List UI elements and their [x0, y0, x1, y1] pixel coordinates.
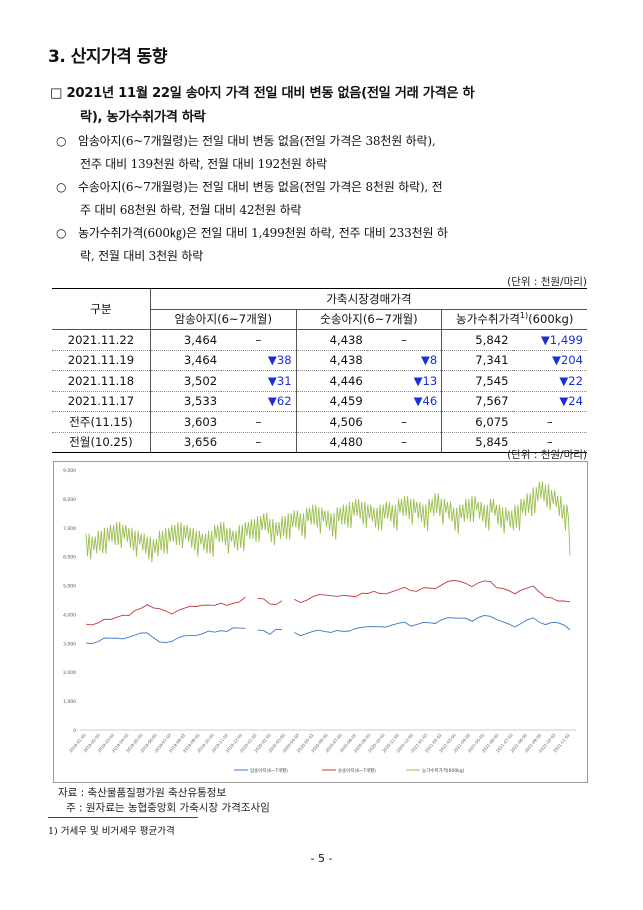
y-tick-label: 5,000 [63, 584, 76, 590]
female-price: 3,502 [149, 370, 222, 391]
female-change: – [221, 411, 297, 432]
chart-unit-label: (단위 : 천원/마리) [507, 449, 587, 461]
legend-label: 숫송아지(6~7개월) [338, 767, 376, 774]
farm-change: ▼1,499 [512, 329, 587, 350]
y-tick-label: 3,000 [63, 641, 76, 647]
series-female-line [85, 615, 571, 645]
headline-text-1: 2021년 11월 22일 송아지 가격 전일 대비 변동 없음(전일 거래 가… [66, 86, 475, 101]
row-date: 2021.11.17 [52, 390, 151, 412]
y-tick-label: 2,000 [63, 670, 76, 676]
headline-text-2: 락), 농가수취가격 하락 [80, 110, 206, 125]
farm-change: – [512, 431, 587, 453]
female-price: 3,464 [149, 349, 222, 371]
table-row: 2021.11.19 3,464 ▼38 4,438 ▼8 7,341 ▼204 [52, 349, 587, 371]
footnote: 1) 거세우 및 비거세우 평균가격 [48, 826, 175, 837]
chart-svg: 0 1,000 2,000 3,000 4,000 5,000 6,000 7,000 8,00… [63, 468, 576, 774]
bullet-marker: ○ [56, 134, 67, 148]
male-price: 4,480 [295, 431, 367, 453]
header-female: 암송아지(6~7개월) [149, 308, 297, 330]
male-price: 4,438 [295, 349, 367, 371]
series-male-line [85, 580, 571, 626]
row-date: 전월(10.25) [52, 431, 151, 453]
headline-marker: □ [50, 86, 63, 101]
female-price: 3,656 [149, 431, 222, 453]
male-price: 4,446 [295, 370, 367, 391]
price-table: 구분 가축시장경매가격 암송아지(6~7개월) 숫송아지(6~7개월) 농가수취… [52, 288, 587, 453]
farm-change: ▼22 [512, 370, 587, 391]
farm-price: 7,545 [441, 370, 513, 391]
bullet-male: ○ 수송아지(6~7개월령)는 전일 대비 변동 없음(전일 가격은 8천원 하락… [56, 178, 596, 195]
farm-price: 5,842 [441, 329, 513, 350]
row-date: 2021.11.19 [52, 349, 151, 371]
female-change: ▼31 [221, 370, 297, 391]
female-price: 3,533 [149, 390, 222, 412]
table-row: 2021.11.18 3,502 ▼31 4,446 ▼13 7,545 ▼22 [52, 370, 587, 391]
section-title: 3. 산지가격 동향 [48, 47, 167, 67]
farm-price: 7,567 [441, 390, 513, 412]
bullet-marker: ○ [56, 180, 67, 194]
bullet-continuation: 주 대비 68천원 하락, 전월 대비 42천원 하락 [80, 203, 302, 217]
farm-price: 6,075 [441, 411, 513, 432]
bullet-female: ○ 암송아지(6~7개월령)는 전일 대비 변동 없음(전일 가격은 38천원 하… [56, 132, 596, 149]
raw-data-note: 주 : 원자료는 농협중앙회 가축시장 가격조사임 [66, 802, 270, 814]
male-change: – [366, 411, 442, 432]
bullet-marker: ○ [56, 226, 67, 240]
y-tick-label: 4,000 [63, 612, 76, 618]
footnote-marker: 1) [519, 311, 529, 321]
bullet-text: 암송아지(6~7개월령)는 전일 대비 변동 없음(전일 가격은 38천원 하락… [78, 134, 436, 148]
page-number: - 5 - [310, 852, 333, 865]
male-change: – [366, 329, 442, 350]
table-row: 2021.11.17 3,533 ▼62 4,459 ▼46 7,567 ▼24 [52, 390, 587, 412]
row-date: 2021.11.18 [52, 370, 151, 391]
y-tick-label: 1,000 [63, 699, 76, 705]
farm-change: ▼24 [512, 390, 587, 412]
footnote-divider [48, 817, 198, 818]
y-tick-label: 8,000 [63, 497, 76, 503]
farm-change: ▼204 [512, 349, 587, 371]
male-price: 4,459 [295, 390, 367, 412]
legend-label: 농가수취가격(600kg) [422, 767, 465, 774]
bullet-text: 농가수취가격(600㎏)은 전일 대비 1,499천원 하락, 전주 대비 23… [78, 226, 448, 240]
header-category: 구분 [52, 288, 151, 330]
header-farm-price-label: 농가수취가격 [455, 312, 520, 327]
male-change: ▼13 [366, 370, 442, 391]
female-price: 3,603 [149, 411, 222, 432]
bullet-continuation: 전주 대비 139천원 하락, 전월 대비 192천원 하락 [80, 157, 327, 171]
female-change: – [221, 431, 297, 453]
female-change: ▼62 [221, 390, 297, 412]
y-tick-label: 9,000 [63, 468, 76, 474]
header-male: 숫송아지(6~7개월) [295, 308, 442, 330]
female-price: 3,464 [149, 329, 222, 350]
male-price: 4,438 [295, 329, 367, 350]
y-tick-label: 7,000 [63, 526, 76, 532]
male-change: ▼8 [366, 349, 442, 371]
row-date: 전주(11.15) [52, 411, 151, 432]
header-farm-price: 농가수취가격1)(600kg) [441, 308, 587, 330]
legend-label: 암송아지(6~7개월) [250, 767, 288, 774]
farm-price: 7,341 [441, 349, 513, 371]
row-date: 2021.11.22 [52, 329, 151, 350]
female-change: – [221, 329, 297, 350]
y-tick-label: 6,000 [63, 555, 76, 561]
header-auction-group: 가축시장경매가격 [149, 288, 587, 309]
table-row: 전월(10.25) 3,656 – 4,480 – 5,845 – [52, 431, 587, 453]
farm-change: – [512, 411, 587, 432]
source-note: 자료 : 축산물품질평가원 축산유통정보 [58, 787, 227, 799]
table-row: 전주(11.15) 3,603 – 4,506 – 6,075 – [52, 411, 587, 432]
female-change: ▼38 [221, 349, 297, 371]
table-row: 2021.11.22 3,464 – 4,438 – 5,842 ▼1,499 [52, 329, 587, 350]
series-farm-price-line [85, 481, 571, 563]
table-unit-label: (단위 : 천원/마리) [507, 276, 587, 288]
bullet-text: 수송아지(6~7개월령)는 전일 대비 변동 없음(전일 가격은 8천원 하락)… [78, 180, 443, 194]
price-trend-chart: 0 1,000 2,000 3,000 4,000 5,000 6,000 7,000 8,00… [53, 461, 588, 783]
farm-price: 5,845 [441, 431, 513, 453]
bullet-farm-price: ○ 농가수취가격(600㎏)은 전일 대비 1,499천원 하락, 전주 대비 2… [56, 224, 596, 241]
male-price: 4,506 [295, 411, 367, 432]
y-tick-label: 0 [73, 728, 76, 734]
bullet-continuation: 락, 전월 대비 3천원 하락 [80, 249, 204, 263]
male-change: ▼46 [366, 390, 442, 412]
male-change: – [366, 431, 442, 453]
headline-line-1: □ 2021년 11월 22일 송아지 가격 전일 대비 변동 없음(전일 거래… [50, 82, 595, 101]
header-farm-price-unit: (600kg) [528, 312, 574, 327]
